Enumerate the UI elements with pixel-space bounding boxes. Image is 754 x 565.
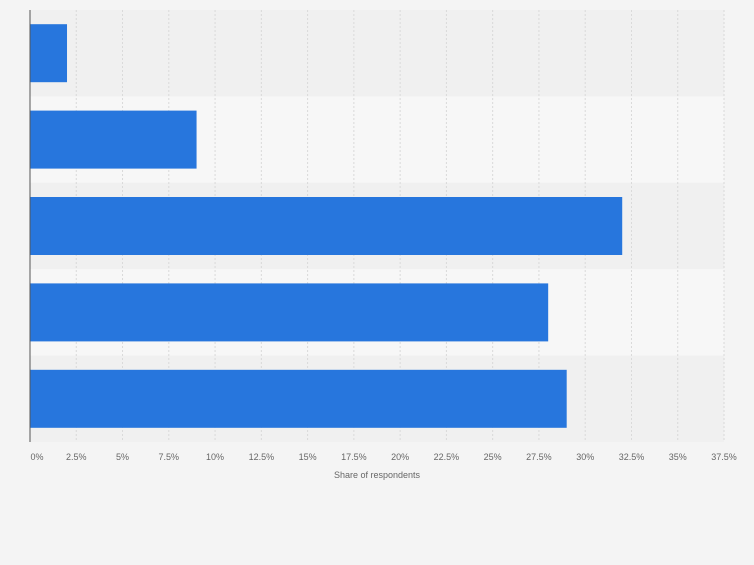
x-tick-label: 5%: [116, 452, 129, 462]
x-tick-label: 20%: [391, 452, 409, 462]
bar[interactable]: [30, 110, 197, 169]
bar[interactable]: [30, 369, 567, 428]
bar[interactable]: [30, 24, 68, 83]
x-tick-label: 15%: [299, 452, 317, 462]
x-tick-label: 35%: [669, 452, 687, 462]
bars: [30, 24, 623, 428]
x-tick-label: 22.5%: [434, 452, 460, 462]
x-tick-label: 12.5%: [249, 452, 275, 462]
x-tick-label: 27.5%: [526, 452, 552, 462]
x-tick-label: 17.5%: [341, 452, 367, 462]
bar[interactable]: [30, 197, 623, 255]
x-tick-label: 37.5%: [711, 452, 737, 462]
x-tick-label: 7.5%: [159, 452, 180, 462]
x-tick-labels: 0% 2.5% 5% 7.5% 10% 12.5% 15% 17.5% 20% 22.5% 25% 2…: [30, 452, 736, 462]
x-tick-label: 2.5%: [66, 452, 87, 462]
x-tick-label: 0%: [30, 452, 43, 462]
row-band: [30, 10, 724, 97]
x-tick-label: 30%: [576, 452, 594, 462]
x-axis-title: Share of respondents: [334, 470, 421, 480]
bar[interactable]: [30, 283, 549, 342]
x-tick-label: 25%: [484, 452, 502, 462]
x-tick-label: 10%: [206, 452, 224, 462]
x-tick-label: 32.5%: [619, 452, 645, 462]
